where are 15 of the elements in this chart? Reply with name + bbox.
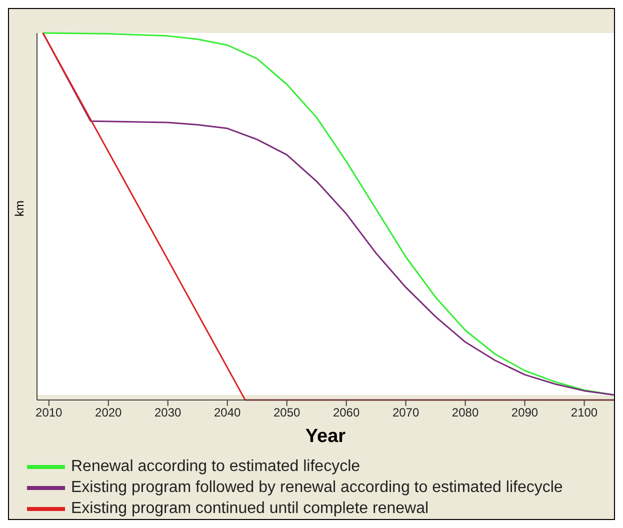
x-tick-label: 2040	[214, 406, 242, 420]
x-tick-label: 2010	[36, 406, 63, 420]
x-tick-label: 2080	[452, 406, 479, 420]
legend-label: Existing program followed by renewal according to estimated lifecycle	[71, 478, 563, 498]
x-tick-label: 2090	[511, 406, 538, 420]
y-axis-title: km	[12, 200, 26, 216]
x-tick-label: 2060	[332, 406, 360, 420]
x-tick-label: 2070	[392, 406, 420, 420]
x-tick-label: 2030	[154, 406, 182, 420]
legend-label: Renewal according to estimated lifecycle	[71, 457, 360, 477]
x-tick-label: 2050	[273, 406, 301, 420]
x-axis-title: Year	[305, 426, 346, 447]
legend-label: Existing program continued until complete renewal	[71, 499, 429, 519]
x-tick-label: 2100	[570, 406, 598, 420]
x-tick-label: 2020	[95, 406, 122, 420]
